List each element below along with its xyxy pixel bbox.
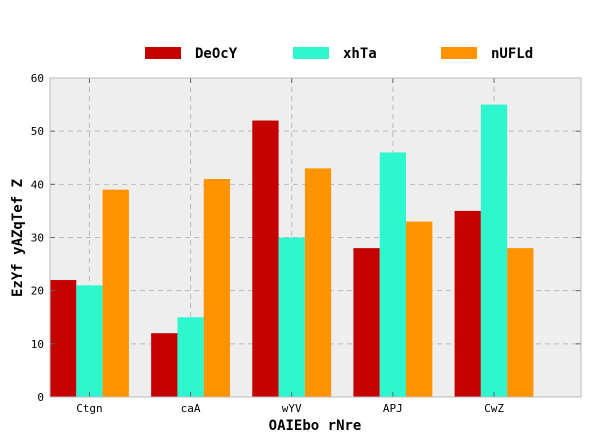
x-tick-label: CwZ [484,402,504,415]
bar-DeOcY-wYV [252,120,279,398]
x-tick-label: wYV [282,402,302,415]
bar-nUFLd-APJ [406,221,433,397]
y-tick-label: 20 [31,285,44,298]
legend-swatch-DeOcY [145,47,181,59]
bar-xhTa-CwZ [480,104,508,397]
y-tick-label: 40 [31,178,44,191]
bar-xhTa-caA [177,317,204,397]
plot-frame [49,77,582,398]
legend-label-xhTa: xhTa [343,46,377,62]
bar-DeOcY-CwZ [454,210,481,397]
bar-nUFLd-CwZ [507,248,534,397]
x-axis-label: OAIEbo rNre [269,418,362,434]
bar-nUFLd-wYV [304,168,332,397]
y-tick-labels: 0 10 20 30 40 50 60 [31,72,44,404]
legend-swatch-xhTa [293,47,329,59]
y-tick-label: 0 [37,391,44,404]
y-tick-label: 30 [31,232,44,245]
bar-xhTa-wYV [278,237,305,397]
bar-DeOcY-APJ [353,248,380,397]
legend-label-DeOcY: DeOcY [195,46,238,62]
x-tick-label: caA [181,402,201,415]
y-tick-label: 60 [31,72,44,85]
x-tick-label: Ctgn [76,402,103,415]
bar-DeOcY-Ctgn [50,280,77,397]
y-axis-label: EzYf yAZqTef Z [10,179,26,297]
bar-DeOcY-caA [151,333,178,397]
legend-label-nUFLd: nUFLd [491,46,533,62]
bar-xhTa-APJ [379,152,407,397]
y-tick-label: 10 [31,338,44,351]
x-tick-labels: Ctgn caA wYV APJ CwZ [76,402,504,415]
y-tick-label: 50 [31,125,44,138]
axes [49,77,582,398]
bar-xhTa-Ctgn [76,285,103,397]
legend-swatch-nUFLd [441,47,477,59]
x-tick-label: APJ [383,402,403,415]
bar-nUFLd-Ctgn [102,189,129,397]
bar-nUFLd-caA [203,179,231,397]
bars [50,104,534,398]
legend: DeOcY xhTa nUFLd [145,46,533,62]
